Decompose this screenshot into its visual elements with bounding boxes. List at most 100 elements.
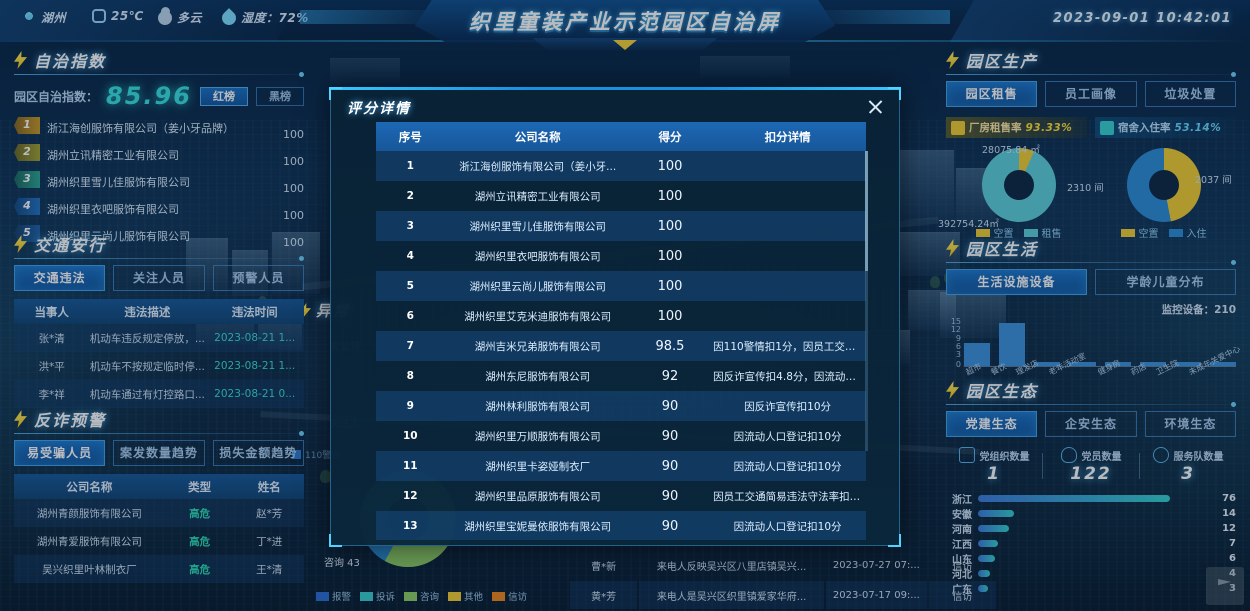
- tab-environment-ecology[interactable]: 环境生态: [1144, 411, 1236, 437]
- cell-company: 浙江海创服饰有限公司（姜小牙...: [444, 151, 631, 181]
- cell-company: 湖州织里衣吧服饰有限公司: [474, 250, 601, 263]
- page-title: 织里童装产业示范园区自治屏: [0, 0, 1250, 52]
- table-row[interactable]: 6 湖州织里艾克米迪服饰有限公司 100: [376, 301, 866, 331]
- tab-school-age-children[interactable]: 学龄儿童分布: [1095, 269, 1236, 295]
- tab-party-ecology[interactable]: 党建生态: [946, 411, 1038, 437]
- tab-traffic-violation[interactable]: 交通违法: [14, 265, 106, 291]
- col-score: 得分: [630, 122, 710, 151]
- table-row[interactable]: 黄*芳 来电人是吴兴区织里镇爱家华府... 2023-07-17 09:... …: [570, 581, 996, 609]
- life-tabs: 生活设施设备 学龄儿童分布: [946, 269, 1236, 295]
- production-donuts: 28075.84 ㎡ 392754.24㎡ 空置 租售 2310 间 2037 …: [938, 144, 1236, 240]
- tab-vulnerable-persons[interactable]: 易受骗人员: [14, 440, 106, 466]
- autonomy-header: 自治指数: [14, 48, 304, 77]
- cell-deduction: 因反诈宣传扣10分: [709, 391, 866, 421]
- table-row[interactable]: 13 湖州织里宝妮曼依服饰有限公司 90 因流动人口登记扣10分: [376, 511, 866, 540]
- cell-deduction: [709, 211, 866, 241]
- tab-life-facilities[interactable]: 生活设施设备: [946, 269, 1087, 295]
- cell-description: 来电人是吴兴区织里镇爱家华府...: [639, 581, 824, 609]
- table-row[interactable]: 5 湖州织里云尚儿服饰有限公司 100: [376, 271, 866, 301]
- cell-score: 90: [661, 428, 679, 444]
- cell-deduction: 因反诈宣传扣4.8分，因流动人口...: [713, 370, 866, 383]
- stat-service-team: 服务队数量 3: [1140, 447, 1236, 484]
- bar-chart-bars: [964, 321, 1236, 367]
- pie-data-label: 咨询 43: [324, 558, 360, 569]
- province-distribution-chart: 浙江 76 安徽 14 河南 12 江西 7 山东 6 河北 4: [946, 491, 1236, 596]
- table-row[interactable]: 湖州青颜服饰有限公司 高危 赵*芳: [14, 499, 304, 527]
- dorm-rate-label: 宿舍入住率: [1118, 122, 1171, 134]
- table-row[interactable]: 李*祥 机动车通过有灯控路口... 2023-08-21 0...: [14, 380, 304, 408]
- table-row[interactable]: 11 湖州织里卡姿娅制衣厂 90 因流动人口登记扣10分: [376, 451, 866, 481]
- legend-item-alarm: 报警: [316, 589, 351, 603]
- table-row[interactable]: 12 湖州织里品原服饰有限公司 90 因员工交通简易违法守法率扣10分: [376, 481, 866, 511]
- table-row[interactable]: 3 湖州织里雪儿佳服饰有限公司 100: [376, 211, 866, 241]
- table-row[interactable]: 张*清 机动车违反规定停放，... 2023-08-21 1...: [14, 324, 304, 352]
- tab-loss-amount-trend[interactable]: 损失金额趋势: [212, 440, 304, 466]
- list-item: 江西 7: [946, 536, 1236, 551]
- table-row[interactable]: 10 湖州织里万顺服饰有限公司 90 因流动人口登记扣10分: [376, 421, 866, 451]
- col-name: 姓名: [234, 474, 304, 499]
- cell-time: 2023-08-21 0...: [205, 380, 304, 408]
- dialog-scrollbar[interactable]: [865, 151, 868, 451]
- tab-park-rental[interactable]: 园区租售: [946, 81, 1038, 107]
- title-wing-right: [800, 10, 950, 24]
- table-row[interactable]: 吴兴织里叶林制衣厂 高危 王*清: [14, 555, 304, 583]
- traffic-table: 当事人 违法描述 违法时间 张*清 机动车违反规定停放，... 2023-08-…: [14, 299, 304, 408]
- list-item[interactable]: 1 浙江海创服饰有限公司（姜小牙品牌） 100: [14, 117, 304, 144]
- cell-index: 2: [406, 190, 414, 202]
- province-label: 江西: [952, 540, 972, 551]
- traffic-title: 交通安行: [34, 236, 107, 255]
- province-bar: [978, 510, 1014, 517]
- dialog-table-wrap: 序号 公司名称 得分 扣分详情 1 浙江海创服饰有限公司（姜小牙... 100 2 湖州…: [376, 122, 866, 540]
- scrollbar-thumb[interactable]: [865, 151, 868, 271]
- divider: [946, 72, 1236, 77]
- cell-deduction: 因员工交通简易违法守法率扣10分: [713, 490, 866, 503]
- col-company: 公司名称: [444, 122, 631, 151]
- donut-dorm-chart: [1126, 148, 1201, 222]
- cell-index: 7: [376, 331, 445, 361]
- tab-case-count-trend[interactable]: 案发数量趋势: [113, 440, 205, 466]
- title-plate: 织里童装产业示范园区自治屏: [415, 0, 835, 44]
- tab-watch-person[interactable]: 关注人员: [113, 265, 205, 291]
- divider: [14, 256, 304, 261]
- eco-tabs: 党建生态 企安生态 环境生态: [946, 411, 1236, 437]
- score-detail-dialog: 评分详情 序号 公司名称 得分 扣分详情 1 浙江海创服饰有限公司（姜小牙... 1…: [329, 87, 901, 547]
- table-row[interactable]: 7 湖州吉米兄弟服饰有限公司 98.5 因110警情扣1分，因员工交通简...: [376, 331, 866, 361]
- cell-score: 98.5: [630, 331, 710, 361]
- humidity-label: 湿度：72%: [241, 11, 309, 25]
- province-bar: [978, 585, 988, 592]
- cell-person: 张*清: [14, 324, 90, 352]
- list-item[interactable]: 3 湖州织里雪儿佳服饰有限公司 100: [14, 171, 304, 198]
- table-row[interactable]: 1 浙江海创服饰有限公司（姜小牙... 100: [376, 151, 866, 181]
- traffic-header: 交通安行: [14, 232, 304, 261]
- cell-company: 湖州青颜服饰有限公司: [14, 499, 165, 527]
- list-item[interactable]: 2 湖州立讯精密工业有限公司 100: [14, 144, 304, 171]
- toggle-red-list[interactable]: 红榜: [200, 86, 248, 106]
- toggle-black-list[interactable]: 黑榜: [256, 86, 304, 106]
- autonomy-title: 自治指数: [34, 52, 107, 71]
- table-row[interactable]: 4 湖州织里衣吧服饰有限公司 100: [376, 241, 866, 271]
- table-row[interactable]: 9 湖州林利服饰有限公司 90 因反诈宣传扣10分: [376, 391, 866, 421]
- list-item[interactable]: 4 湖州织里衣吧服饰有限公司 100: [14, 198, 304, 225]
- list-item: 安徽 14: [946, 506, 1236, 521]
- watermark-badge: [1206, 567, 1244, 605]
- tab-warning-person[interactable]: 预警人员: [212, 265, 304, 291]
- tab-employee-profile[interactable]: 员工画像: [1045, 81, 1137, 107]
- divider: [1139, 452, 1140, 479]
- tab-enterprise-safety-ecology[interactable]: 企安生态: [1045, 411, 1137, 437]
- cell-index: 1: [376, 151, 445, 181]
- org-icon: [958, 447, 975, 463]
- humidity-widget: 湿度：72%: [219, 7, 309, 28]
- close-icon[interactable]: [865, 97, 885, 117]
- tab-waste-disposal[interactable]: 垃圾处置: [1144, 81, 1236, 107]
- cell-deduction: [709, 151, 866, 181]
- stat-label: 服务队数量: [1173, 451, 1224, 463]
- cell-person: 黄*芳: [570, 581, 638, 609]
- donut-dorm-label-occupied: 2310 间: [1067, 183, 1104, 194]
- topbar-right-shape: [950, 0, 1250, 42]
- province-label: 广东: [952, 585, 972, 596]
- monitor-device-count: 监控设备：210: [1161, 304, 1236, 316]
- table-row[interactable]: 2 湖州立讯精密工业有限公司 100: [376, 181, 866, 211]
- table-row[interactable]: 8 湖州东尼服饰有限公司 92 因反诈宣传扣4.8分，因流动人口...: [376, 361, 866, 391]
- table-header-row: 当事人 违法描述 违法时间: [14, 299, 304, 324]
